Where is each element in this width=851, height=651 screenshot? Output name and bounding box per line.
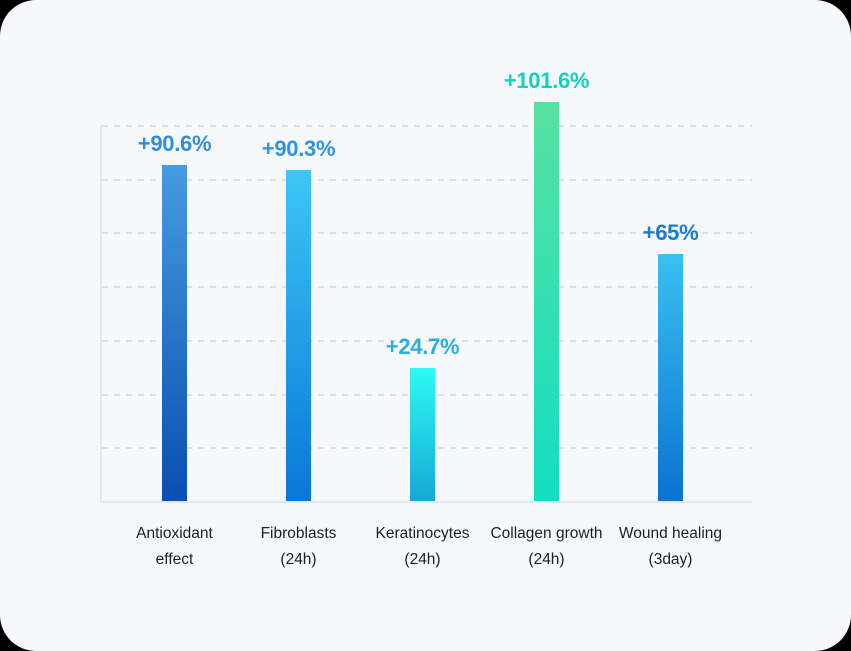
bar-chart-plot: +90.6% Antioxidant effect +90.3% Fibroblasts…	[100, 68, 752, 568]
bar	[658, 254, 683, 501]
bar-value-label: +90.3%	[261, 136, 336, 161]
bar-category-line2: (24h)	[404, 551, 441, 568]
bar-category-label: Collagen growth (24h)	[462, 521, 632, 573]
bar	[534, 102, 559, 501]
bar-category-line1: Antioxidant	[136, 525, 213, 542]
bar-category-line2: (24h)	[280, 551, 317, 568]
gridline	[102, 178, 752, 181]
bar-category-line2: (3day)	[648, 551, 693, 568]
bar-value-label: +24.7%	[385, 334, 460, 359]
gridline	[102, 286, 752, 289]
bar-category-line1: Fibroblasts	[260, 525, 337, 542]
bar-category-label: Keratinocytes (24h)	[338, 521, 508, 573]
bar-category-line1: Collagen growth	[490, 525, 603, 542]
bar-category-line2: effect	[155, 551, 194, 568]
bar-category-line1: Keratinocytes	[375, 525, 470, 542]
bar-category-label: Fibroblasts (24h)	[214, 521, 384, 573]
bar	[410, 368, 435, 501]
bar	[286, 170, 311, 501]
bar-value-label: +101.6%	[503, 68, 590, 93]
bar-value-label: +65%	[642, 220, 699, 245]
bar-category-line2: (24h)	[528, 551, 565, 568]
bar-category-line1: Wound healing	[618, 525, 723, 542]
gridline	[102, 125, 752, 127]
bar	[162, 165, 187, 501]
bar-category-label: Antioxidant effect	[90, 521, 260, 573]
bar-value-label: +90.6%	[137, 131, 212, 156]
bar-category-label: Wound healing (3day)	[586, 521, 756, 573]
